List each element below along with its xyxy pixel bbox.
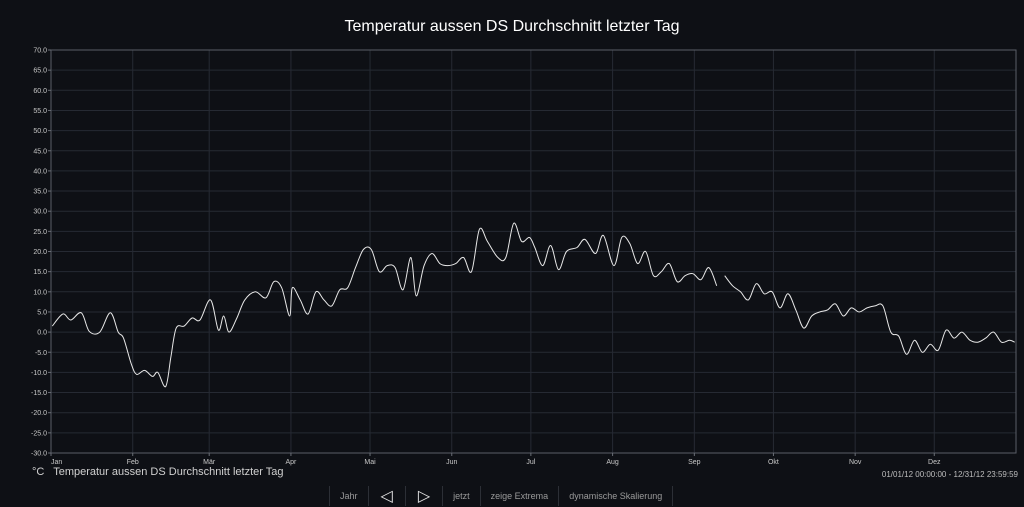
next-button[interactable]: ▷ [404, 486, 442, 506]
y-tick-label: 30.0 [33, 209, 47, 216]
y-tick-label: 65.0 [33, 68, 47, 75]
y-tick-label: -15.0 [31, 390, 47, 397]
y-tick-label: 55.0 [33, 108, 47, 115]
x-tick-label: Mai [364, 459, 376, 466]
triangle-left-icon: ◁ [380, 488, 393, 505]
x-tick-label: Feb [127, 459, 139, 466]
y-tick-label: -5.0 [35, 350, 47, 357]
legend: °C Temperatur aussen DS Durchschnitt let… [32, 466, 284, 478]
x-tick-label: Dez [928, 459, 941, 466]
toolbar: Jahr ◁ ▷ jetzt zeige Extrema dynamische … [329, 486, 674, 506]
x-tick-label: Jul [526, 459, 535, 466]
dynamic-scaling-button[interactable]: dynamische Skalierung [558, 486, 674, 506]
y-tick-label: 45.0 [33, 148, 47, 155]
x-tick-label: Jan [51, 459, 62, 466]
y-tick-label: 10.0 [33, 289, 47, 296]
series-layer [51, 222, 1015, 388]
x-tick-label: Mär [203, 459, 216, 466]
y-axis: 70.0 65.0 60.0 55.0 50.0 45.0 40.0 35.0 30.0 25.0… [31, 48, 51, 458]
x-tick-label: Jun [446, 459, 457, 466]
x-tick-label: Apr [285, 459, 297, 466]
show-extrema-button[interactable]: zeige Extrema [479, 486, 559, 506]
time-range-label: 01/01/12 00:00:00 - 12/31/12 23:59:59 [881, 470, 1018, 479]
y-tick-label: 25.0 [33, 229, 47, 236]
y-tick-label: 40.0 [33, 168, 47, 175]
legend-label: Temperatur aussen DS Durchschnitt letzte… [53, 466, 284, 478]
x-tick-label: Aug [606, 459, 619, 466]
y-tick-label: 15.0 [33, 269, 47, 276]
y-tick-label: 60.0 [33, 88, 47, 95]
y-tick-label: -20.0 [31, 410, 47, 417]
grid-layer [51, 49, 1016, 454]
chart-title: Temperatur aussen DS Durchschnitt letzte… [344, 18, 680, 35]
series-line [51, 222, 718, 388]
x-tick-label: Okt [768, 459, 779, 466]
y-tick-label: 0.0 [37, 330, 47, 337]
year-button[interactable]: Jahr [329, 486, 368, 506]
now-button[interactable]: jetzt [442, 486, 480, 506]
y-tick-label: 5.0 [37, 309, 47, 316]
y-tick-label: -25.0 [31, 430, 47, 437]
y-tick-label: -10.0 [31, 370, 47, 377]
legend-unit: °C [32, 466, 45, 478]
y-tick-label: -30.0 [31, 451, 47, 458]
x-axis: Jan Feb Mär Apr Mai Jun Jul Aug Sep Okt Nov Dez [50, 453, 941, 466]
y-tick-label: 70.0 [33, 48, 47, 55]
x-tick-label: Sep [688, 459, 701, 466]
y-tick-label: 50.0 [33, 128, 47, 135]
y-tick-label: 20.0 [33, 249, 47, 256]
triangle-right-icon: ▷ [417, 488, 431, 505]
series-line [724, 275, 1015, 355]
y-tick-label: 35.0 [33, 189, 47, 196]
previous-button[interactable]: ◁ [367, 486, 405, 506]
x-tick-label: Nov [849, 459, 862, 466]
